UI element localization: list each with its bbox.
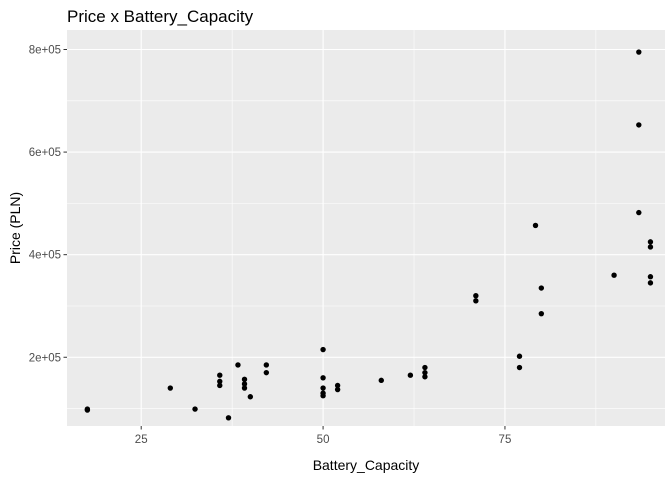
data-point <box>167 385 174 391</box>
y-tick-label: 6e+05 <box>29 147 61 159</box>
data-point <box>422 369 428 376</box>
x-axis-label: Battery_Capacity <box>313 457 420 473</box>
data-point <box>320 390 326 396</box>
y-axis-ticks: 2e+05 4e+05 6e+05 8e+05 <box>29 44 67 364</box>
y-tick-label: 2e+05 <box>29 352 61 364</box>
data-point <box>378 377 384 384</box>
data-point <box>241 381 248 387</box>
data-point <box>611 272 617 278</box>
data-point <box>217 378 223 385</box>
data-point <box>538 285 545 291</box>
chart-title: Price x Battery_Capacity <box>67 7 254 26</box>
minor-gridlines <box>67 30 665 426</box>
data-point <box>225 415 232 421</box>
x-tick-label: 50 <box>317 434 330 446</box>
x-tick-label: 75 <box>499 434 512 446</box>
data-point <box>217 372 223 378</box>
data-point <box>320 346 326 353</box>
data-point <box>334 382 341 389</box>
data-point <box>241 385 248 391</box>
x-axis-ticks: 25 50 75 <box>135 426 512 446</box>
data-point <box>263 369 270 376</box>
data-point <box>217 382 223 389</box>
data-point <box>192 406 198 412</box>
data-point <box>241 376 248 383</box>
data-point <box>235 362 241 368</box>
data-point <box>647 244 654 250</box>
data-point <box>636 122 642 128</box>
data-point <box>636 49 642 55</box>
data-point <box>647 239 654 245</box>
data-point <box>84 406 91 412</box>
data-point <box>407 372 414 378</box>
data-point <box>263 362 270 368</box>
data-point <box>320 375 326 381</box>
y-tick-label: 8e+05 <box>29 44 61 56</box>
data-point <box>473 293 479 299</box>
y-tick-label: 4e+05 <box>29 250 61 262</box>
data-point <box>473 298 479 304</box>
x-tick-label: 25 <box>135 434 148 446</box>
data-point <box>538 310 545 317</box>
data-point <box>516 364 523 371</box>
y-axis-label: Price (PLN) <box>7 192 23 264</box>
data-point <box>422 374 428 380</box>
data-point <box>247 394 254 400</box>
data-point <box>516 353 523 359</box>
data-point <box>647 274 654 280</box>
data-point <box>636 209 642 216</box>
data-point <box>422 364 428 371</box>
plot-panel <box>67 30 665 426</box>
major-gridlines <box>67 30 665 426</box>
data-point <box>532 222 539 229</box>
data-points <box>84 49 654 421</box>
data-point <box>647 280 654 286</box>
data-point <box>320 385 326 391</box>
data-point <box>334 386 341 393</box>
